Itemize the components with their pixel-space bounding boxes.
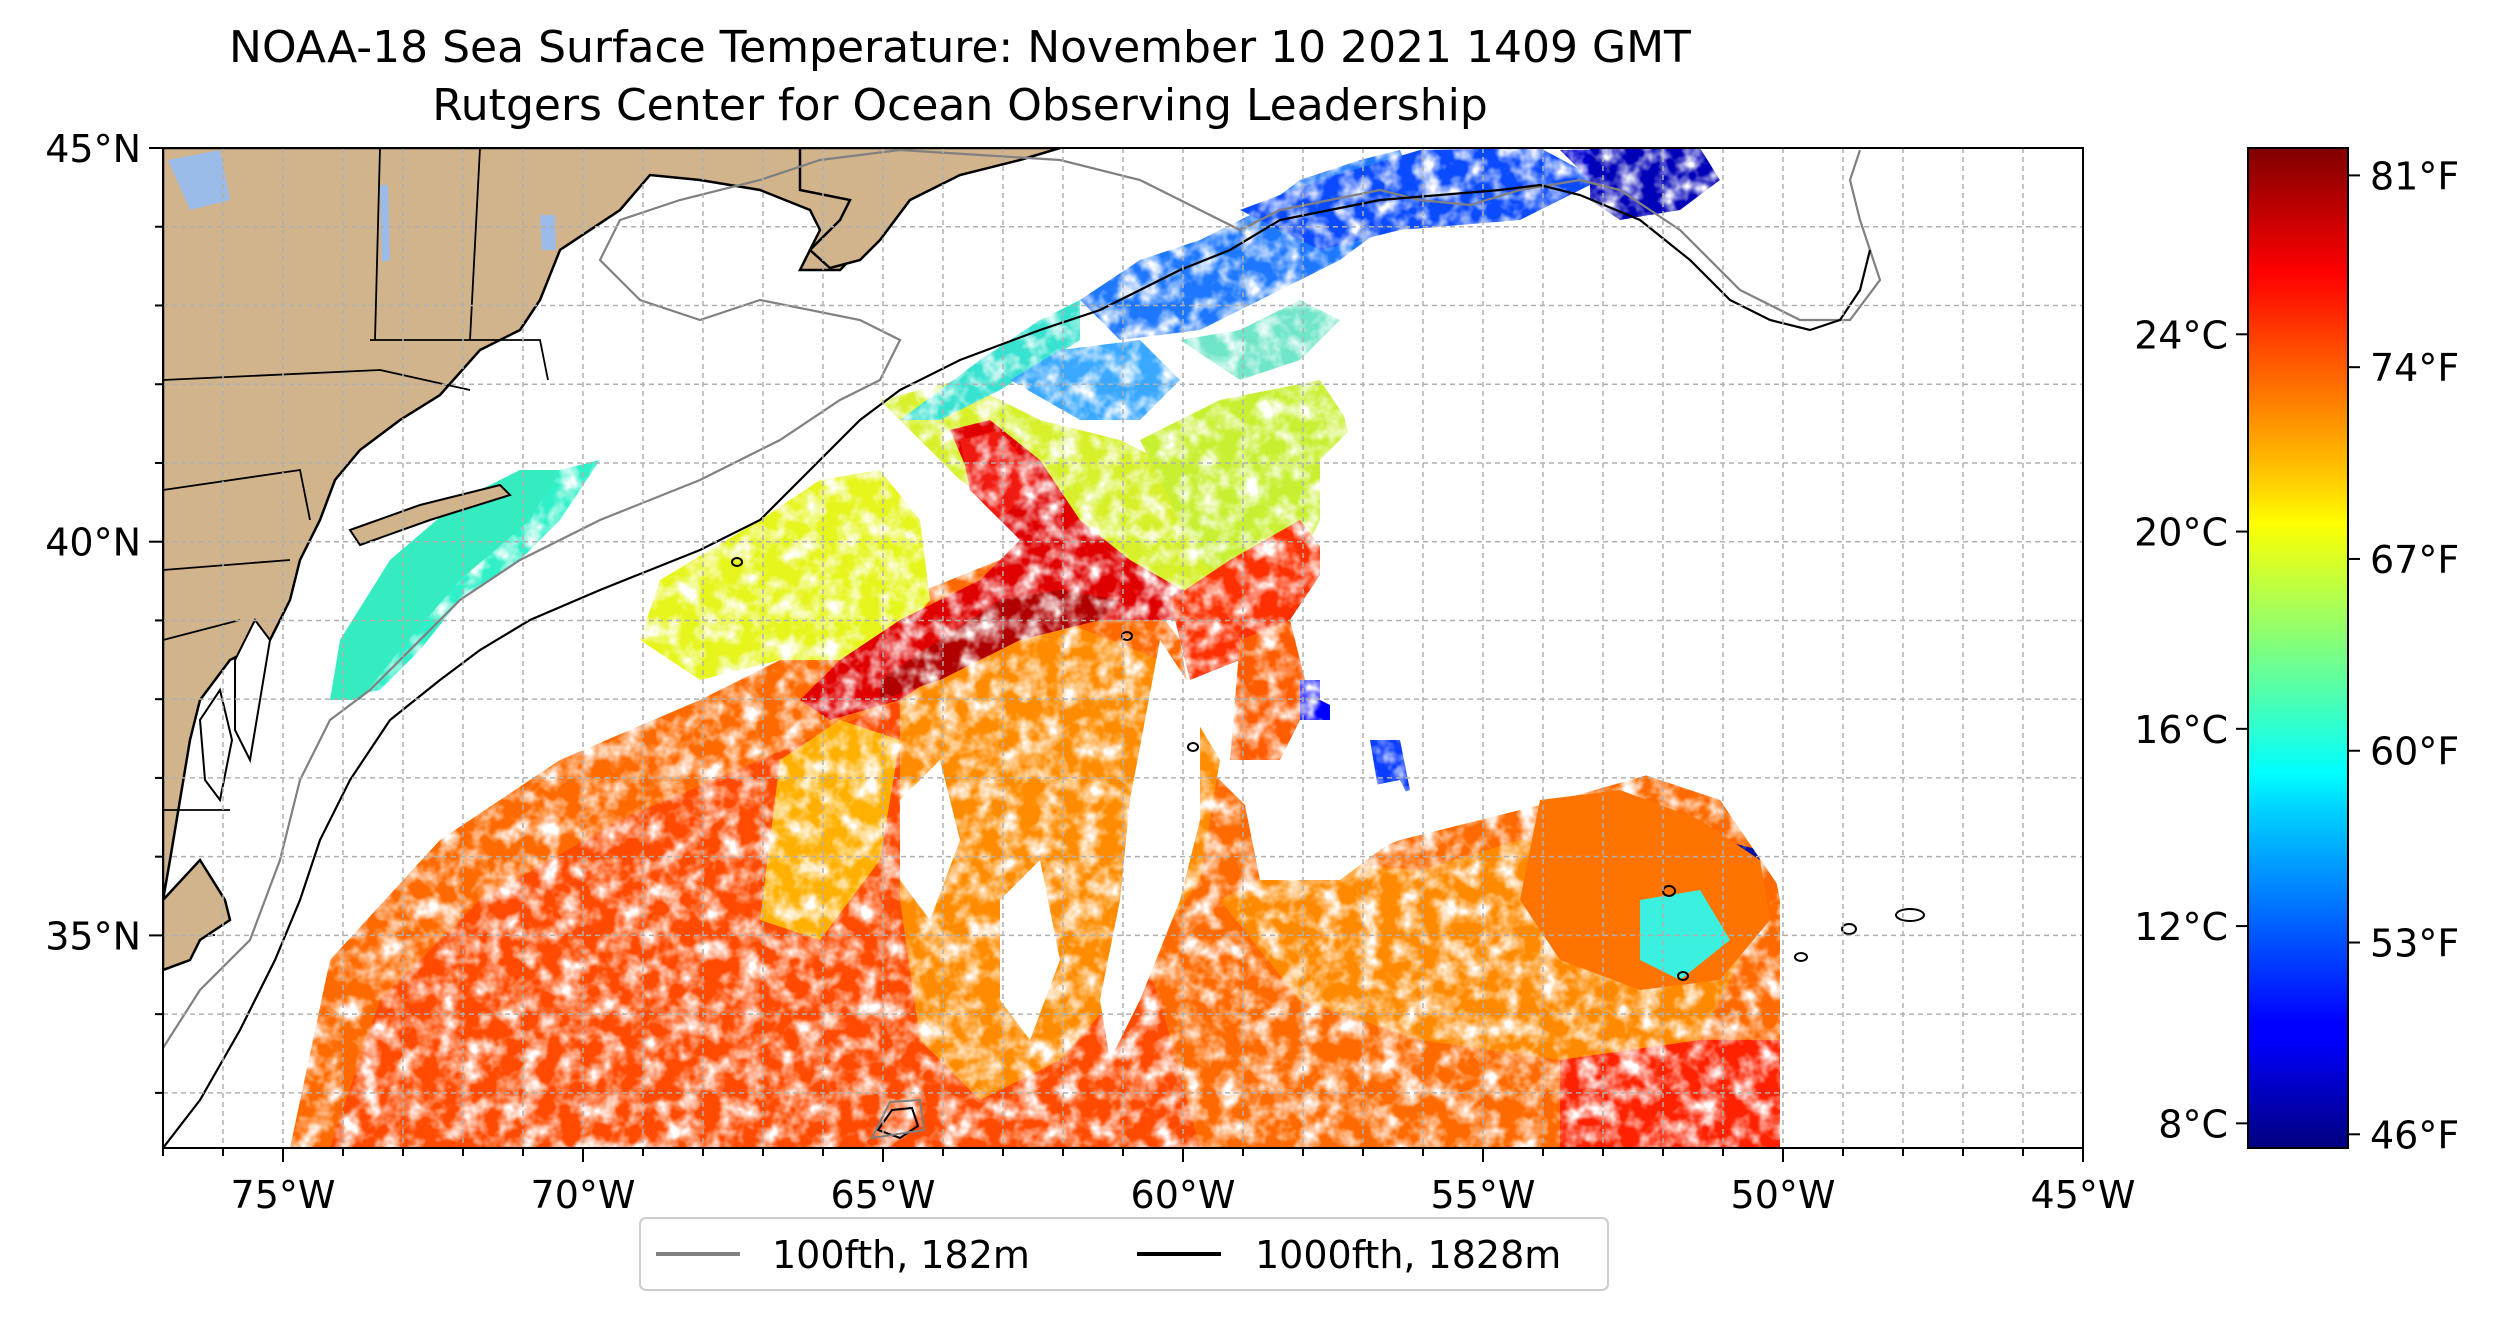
lat-tick-label: 35°N — [45, 914, 141, 958]
legend-box — [639, 1217, 1609, 1291]
celsius-tick-label: 16°C — [2134, 708, 2228, 752]
fahrenheit-tick-label: 81°F — [2370, 154, 2459, 198]
seamounts — [731, 557, 1925, 1140]
chart-subtitle: Rutgers Center for Ocean Observing Leade… — [432, 80, 1488, 131]
gridlines — [163, 148, 2083, 1148]
lon-tick-label: 70°W — [531, 1173, 636, 1217]
lon-tick-label: 75°W — [231, 1173, 336, 1217]
celsius-tick-label: 8°C — [2158, 1102, 2228, 1146]
shelf-water — [330, 470, 560, 700]
colorbar — [2247, 147, 2349, 1149]
land — [163, 148, 1061, 972]
fahrenheit-tick-label: 74°F — [2370, 346, 2459, 390]
celsius-tick-label: 12°C — [2134, 905, 2228, 949]
fahrenheit-tick-label: 67°F — [2370, 538, 2459, 582]
eastern-blank — [1340, 200, 1788, 900]
latitude-axis: 45°N 40°N 35°N — [45, 127, 163, 1094]
colorbar-fahrenheit-ticks: 46°F 53°F 60°F 67°F 74°F 81°F — [2348, 154, 2459, 1157]
celsius-tick-label: 20°C — [2134, 511, 2228, 555]
lat-tick-label: 40°N — [45, 521, 141, 565]
legend-label-1000fth: 1000fth, 1828m — [1255, 1233, 1561, 1277]
lon-tick-label: 55°W — [1431, 1173, 1536, 1217]
lat-tick-label: 45°N — [45, 127, 141, 171]
contour-1000fth — [163, 183, 1872, 1148]
celsius-tick-label: 24°C — [2134, 313, 2228, 357]
legend: 100fth, 182m 1000fth, 1828m — [639, 1217, 1609, 1291]
shelf-blank — [560, 148, 1120, 470]
fahrenheit-tick-label: 53°F — [2370, 922, 2459, 966]
chart-title: NOAA-18 Sea Surface Temperature: Novembe… — [229, 22, 1691, 73]
contour-100fth — [163, 148, 1882, 1049]
lon-tick-label: 60°W — [1131, 1173, 1236, 1217]
lon-tick-label: 50°W — [1731, 1173, 1836, 1217]
legend-label-100fth: 100fth, 182m — [772, 1233, 1030, 1277]
no-data-region — [1788, 148, 2083, 1148]
map-canvas — [163, 148, 2083, 1148]
longitude-axis: 75°W 70°W 65°W 60°W 55°W 50°W 45°W — [162, 1148, 2136, 1217]
lon-tick-label: 65°W — [831, 1173, 936, 1217]
colorbar-celsius-ticks: 8°C 12°C 16°C 20°C 24°C — [2134, 313, 2248, 1146]
fahrenheit-tick-label: 46°F — [2370, 1113, 2459, 1157]
fahrenheit-tick-label: 60°F — [2370, 730, 2459, 774]
lon-tick-label: 45°W — [2031, 1173, 2136, 1217]
